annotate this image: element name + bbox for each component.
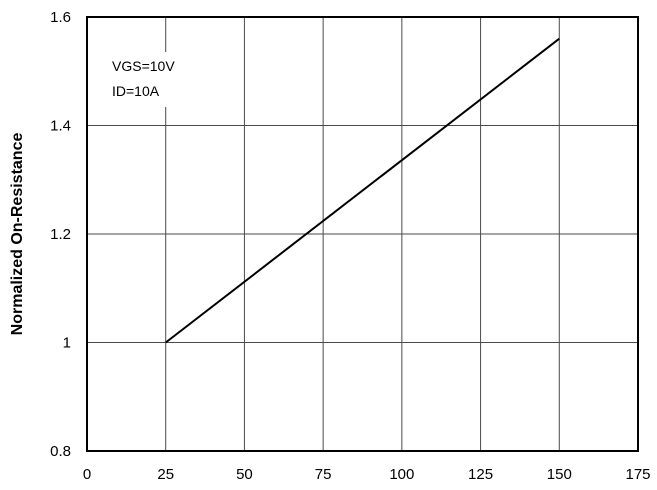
y-tick-label: 1.6 [50, 9, 71, 26]
x-tick-label: 125 [468, 466, 493, 483]
x-tick-label: 175 [625, 466, 650, 483]
y-tick-label: 0.8 [50, 443, 71, 460]
series-line [165, 37, 560, 344]
series-layer [165, 37, 560, 344]
annotation-background [108, 52, 206, 107]
x-tick-label: 100 [389, 466, 414, 483]
x-tick-label: 150 [547, 466, 572, 483]
x-tick-label: 75 [315, 466, 332, 483]
grid-lines [87, 17, 638, 451]
y-axis-tick-labels: 0.8 1 1.2 1.4 1.6 [50, 9, 71, 460]
y-tick-label: 1.4 [50, 118, 71, 135]
annotation-id: ID=10A [112, 83, 160, 99]
y-tick-label: 1.2 [50, 226, 71, 243]
y-tick-label: 1 [63, 335, 71, 352]
plot-area-frame [86, 16, 639, 452]
annotation-vgs: VGS=10V [112, 58, 175, 74]
x-axis-tick-labels: 0 25 50 75 100 125 150 175 [83, 466, 651, 483]
annotation-box: VGS=10V ID=10A [108, 52, 206, 107]
y-axis-title: Normalized On-Resistance [9, 133, 26, 336]
x-tick-label: 50 [236, 466, 253, 483]
x-tick-label: 0 [83, 466, 91, 483]
x-tick-label: 25 [157, 466, 174, 483]
